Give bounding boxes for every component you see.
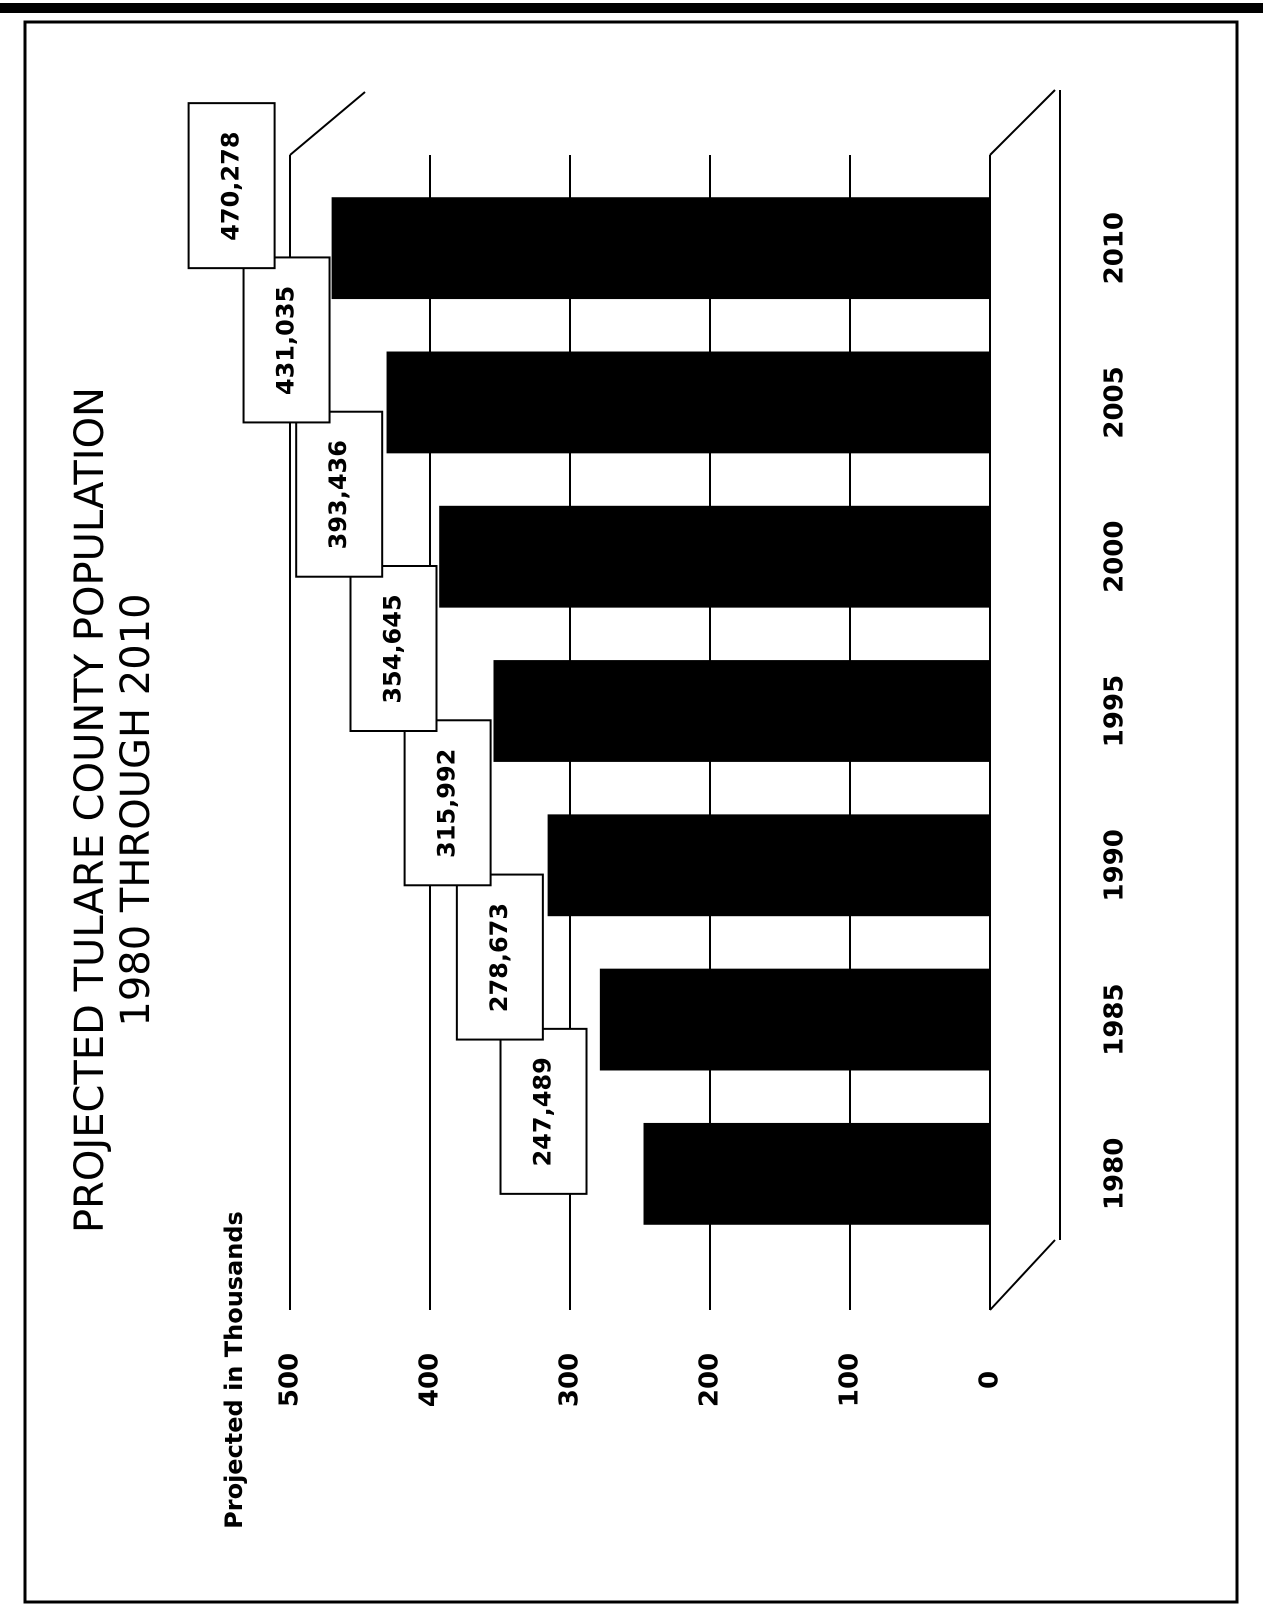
x-tick-label: 2000 — [1100, 521, 1130, 593]
frame — [23, 20, 1239, 1604]
bar — [493, 660, 990, 762]
value-label: 278,673 — [485, 903, 513, 1012]
bar — [599, 968, 990, 1071]
value-label-box — [295, 410, 384, 578]
y-tick-label: 300 — [555, 1353, 585, 1407]
x-tick-label: 1995 — [1100, 675, 1130, 747]
value-label-box — [403, 719, 492, 887]
value-label: 393,436 — [324, 440, 352, 549]
bar — [386, 351, 990, 454]
rotated-chart: PROJECTED TULARE COUNTY POPULATION 1980 … — [67, 102, 1130, 1529]
y-tick-label: 0 — [975, 1371, 1005, 1389]
value-label: 431,035 — [272, 286, 300, 395]
x-tick-label: 1980 — [1100, 1138, 1130, 1210]
value-label-box — [187, 102, 276, 270]
bar — [331, 197, 991, 300]
chart-title: PROJECTED TULARE COUNTY POPULATION — [67, 387, 113, 1233]
x-tick-label: 1985 — [1100, 983, 1130, 1055]
bar — [547, 814, 990, 917]
chart-subtitle: 1980 THROUGH 2010 — [113, 593, 159, 1026]
value-label: 247,489 — [529, 1057, 557, 1166]
x-tick-label: 2010 — [1100, 212, 1130, 284]
x-tick-label: 2005 — [1100, 366, 1130, 438]
bar — [439, 505, 991, 608]
y-tick-label: 400 — [415, 1353, 445, 1407]
value-label-box — [349, 565, 438, 732]
value-label: 470,278 — [217, 131, 245, 240]
y-axis-label: Projected in Thousands — [220, 1211, 248, 1529]
value-label: 354,645 — [378, 594, 406, 703]
value-label-box — [242, 256, 331, 424]
value-label: 315,992 — [433, 749, 461, 858]
y-tick-label: 100 — [835, 1353, 865, 1407]
bar — [643, 1122, 990, 1225]
value-label-box — [455, 873, 544, 1041]
y-tick-label: 200 — [695, 1353, 725, 1407]
y-tick-label: 500 — [275, 1353, 305, 1407]
x-tick-label: 1990 — [1100, 829, 1130, 901]
